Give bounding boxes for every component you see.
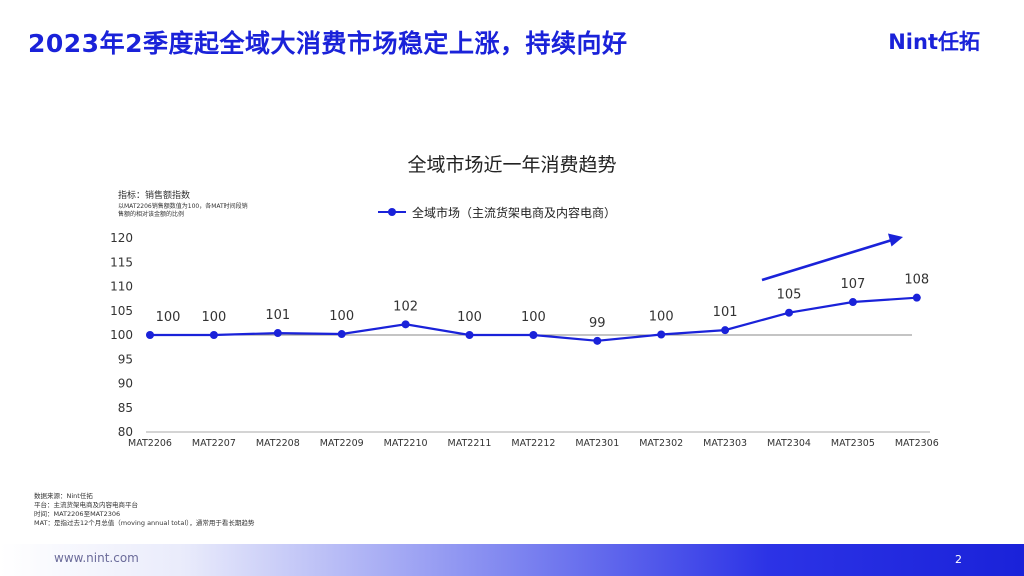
data-point <box>337 330 346 339</box>
data-label: 101 <box>265 308 290 323</box>
footer-bar <box>0 544 1024 576</box>
x-tick-label: MAT2302 <box>639 438 683 449</box>
brand-logo: Nint任拓 <box>888 30 980 54</box>
metric-label: 指标：销售额指数 <box>118 191 191 201</box>
line-chart: 80 85 90 95 100 105 110 115 120 MAT2206 MAT2207 MAT… <box>110 231 939 449</box>
data-point <box>593 336 602 345</box>
x-tick-label: MAT2306 <box>895 438 939 449</box>
source-note: 数据来源：Nint任拓 <box>34 492 93 500</box>
y-tick-label: 80 <box>118 425 133 439</box>
x-tick-label: MAT2301 <box>575 438 619 449</box>
data-label: 100 <box>457 310 482 325</box>
data-label: 108 <box>904 273 929 288</box>
platform-note: 平台：主流货架电商及内容电商平台 <box>34 501 138 509</box>
data-label: 100 <box>521 310 546 325</box>
data-label: 107 <box>840 277 865 292</box>
chart-legend: 全域市场（主流货架电商及内容电商） <box>378 204 616 220</box>
data-point <box>529 331 538 339</box>
x-tick-label: MAT2207 <box>192 438 236 449</box>
x-tick-label: MAT2211 <box>448 438 492 449</box>
y-tick-label: 90 <box>118 377 133 391</box>
y-tick-label: 110 <box>110 280 133 294</box>
mat-definition-note: MAT：是指过去12个月总值（moving annual total），通常用于… <box>34 519 255 527</box>
y-tick-label: 105 <box>110 304 133 318</box>
data-point <box>785 308 793 317</box>
y-tick-label: 115 <box>110 255 133 269</box>
y-tick-label: 120 <box>110 231 133 245</box>
y-tick-label: 85 <box>118 401 133 415</box>
page-number: 2 <box>955 553 962 566</box>
data-point <box>657 330 666 339</box>
x-tick-label: MAT2303 <box>703 438 747 449</box>
x-tick-label: MAT2305 <box>831 438 875 449</box>
footer-url[interactable]: www.nint.com <box>54 551 139 565</box>
data-point <box>465 331 474 339</box>
x-tick-label: MAT2304 <box>767 438 811 449</box>
data-label: 101 <box>713 305 738 320</box>
trend-arrow-head-icon <box>888 233 903 247</box>
data-label: 105 <box>777 288 802 303</box>
data-point <box>401 320 410 329</box>
data-label: 100 <box>329 309 354 324</box>
data-point <box>273 329 282 338</box>
metric-note: 以MAT2206销售额数值为100，各MAT时间段销售额的相对该金额的比例 <box>118 203 248 218</box>
data-label: 100 <box>201 310 226 325</box>
x-tick-label: MAT2209 <box>320 438 364 449</box>
y-tick-label: 95 <box>118 352 133 366</box>
legend-label: 全域市场（主流货架电商及内容电商） <box>412 205 617 220</box>
data-point <box>721 326 730 335</box>
data-label: 102 <box>393 299 418 314</box>
data-label: 100 <box>649 310 674 325</box>
x-tick-label: MAT2206 <box>128 438 172 449</box>
chart-title: 全域市场近一年消费趋势 <box>407 154 617 176</box>
data-label: 99 <box>589 316 606 331</box>
period-note: 时间：MAT2206至MAT2306 <box>34 510 121 518</box>
y-tick-label: 100 <box>110 328 133 342</box>
x-tick-label: MAT2208 <box>256 438 300 449</box>
data-label: 100 <box>156 310 181 325</box>
trend-arrow-line <box>761 238 893 282</box>
data-point <box>848 298 857 307</box>
legend-marker-icon <box>378 208 406 216</box>
source-notes: 数据来源：Nint任拓 平台：主流货架电商及内容电商平台 时间：MAT2206至… <box>34 492 254 528</box>
data-point <box>912 293 921 302</box>
data-point <box>146 331 154 339</box>
x-tick-label: MAT2212 <box>511 438 555 449</box>
data-point <box>209 331 218 339</box>
x-tick-label: MAT2210 <box>384 438 428 449</box>
slide-title: 2023年2季度起全域大消费市场稳定上涨，持续向好 <box>28 29 628 58</box>
